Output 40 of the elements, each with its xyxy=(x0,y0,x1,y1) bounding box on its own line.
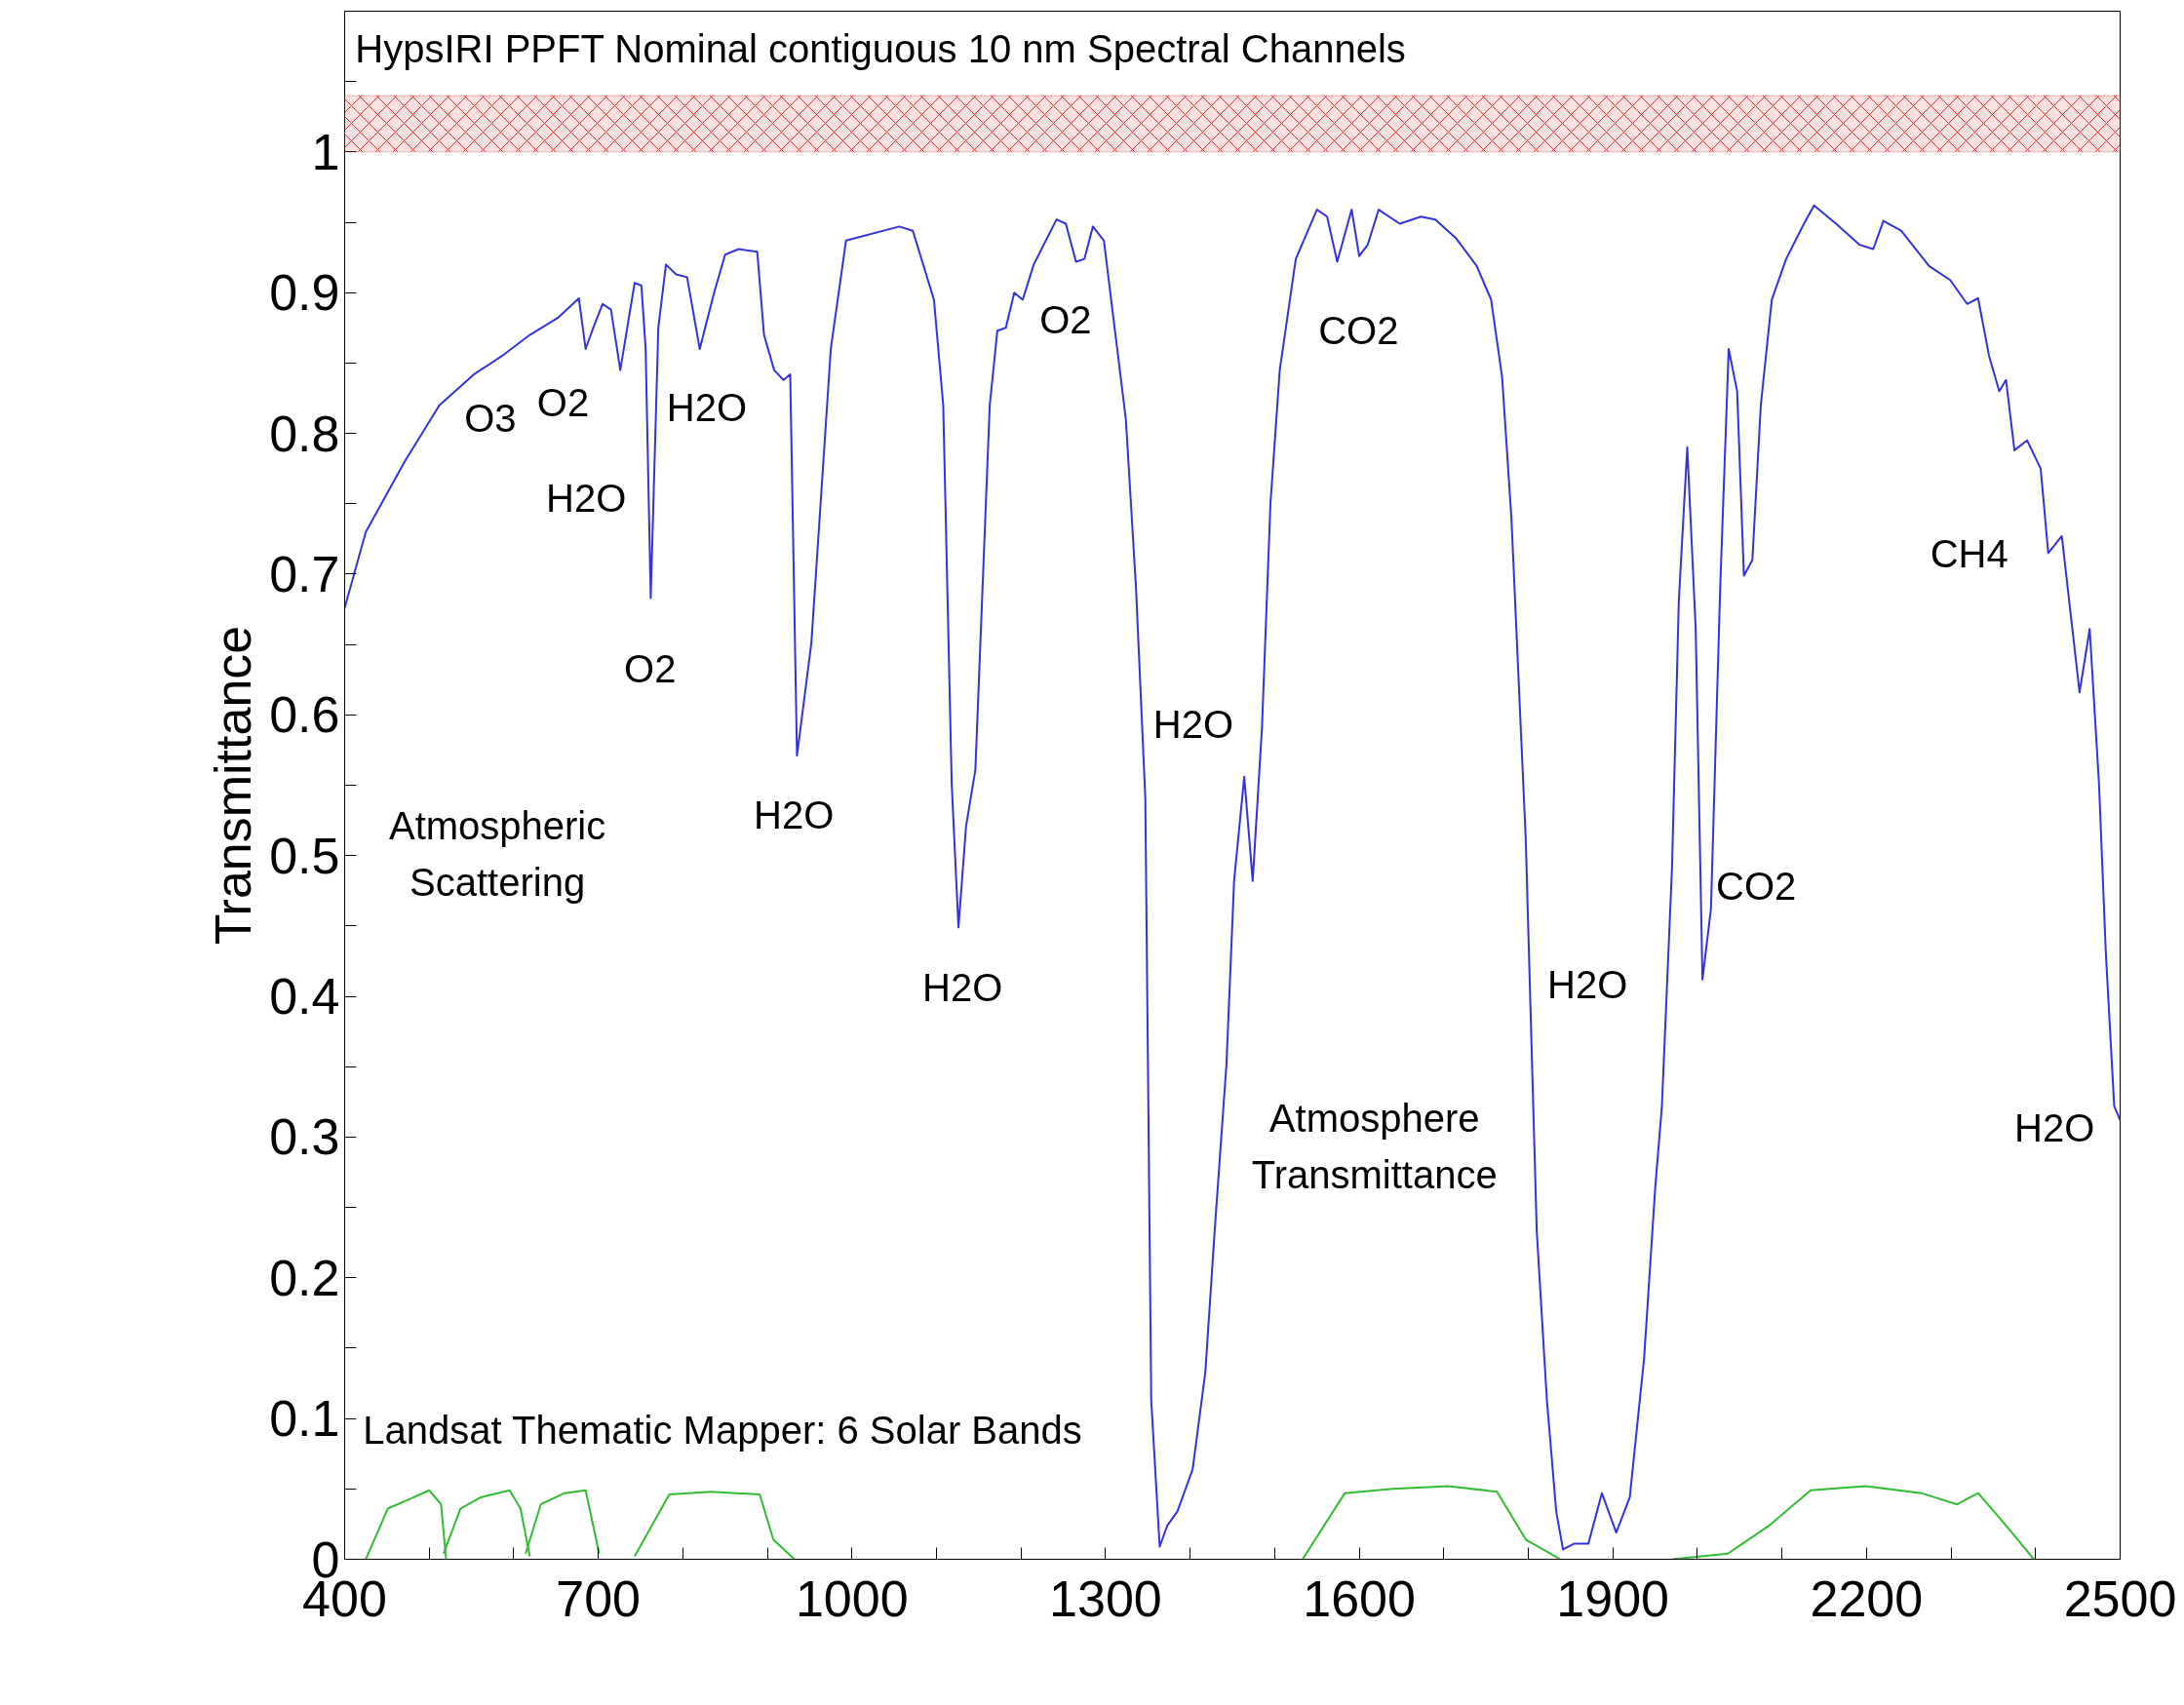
annotation: H2O xyxy=(1547,963,1628,1007)
line-series xyxy=(344,204,2121,1551)
x-tick-label: 1600 xyxy=(1303,1569,1416,1627)
annotation: O3 xyxy=(464,396,517,440)
annotation: HypsIRI PPFT Nominal contiguous 10 nm Spectral Channels xyxy=(355,26,1406,70)
y-tick-label: 0.5 xyxy=(269,827,340,884)
annotation: O2 xyxy=(536,380,590,424)
x-tick-label: 1300 xyxy=(1049,1569,1162,1627)
annotation: H2O xyxy=(2014,1106,2095,1150)
annotation: O2 xyxy=(1039,297,1092,341)
x-tick-label: 1000 xyxy=(795,1569,909,1627)
annotation: H2O xyxy=(666,385,748,429)
annotation: Atmosphere Transmittance xyxy=(1251,1097,1498,1197)
annotation: O2 xyxy=(624,647,677,691)
y-tick-label: 1 xyxy=(311,123,340,180)
y-tick-label: 0.7 xyxy=(269,545,340,602)
y-tick-label: 0.3 xyxy=(269,1108,340,1166)
annotation: H2O xyxy=(546,476,627,520)
annotation: H2O xyxy=(922,966,1003,1010)
line-series xyxy=(1670,1485,2036,1560)
annotation: CO2 xyxy=(1716,865,1797,909)
y-tick-label: 0.4 xyxy=(269,968,340,1026)
x-tick-label: 1900 xyxy=(1556,1569,1670,1627)
annotation: H2O xyxy=(754,794,835,837)
annotation: Landsat Thematic Mapper: 6 Solar Bands xyxy=(363,1408,1082,1452)
annotation: CO2 xyxy=(1318,308,1399,352)
y-tick-label: 0.1 xyxy=(269,1390,340,1448)
x-tick-label: 700 xyxy=(556,1569,642,1627)
y-tick-label: 0.9 xyxy=(269,264,340,322)
line-series xyxy=(633,1491,796,1560)
y-tick-label: 0.6 xyxy=(269,686,340,744)
x-tick-label: 2200 xyxy=(1810,1569,1924,1627)
y-tick-label: 0.8 xyxy=(269,405,340,462)
annotation: H2O xyxy=(1152,703,1234,747)
x-tick-label: 2500 xyxy=(2063,1569,2177,1627)
y-axis-title: Transmittance xyxy=(205,625,262,946)
line-series xyxy=(1301,1485,1562,1560)
annotation: CH4 xyxy=(1930,531,2008,575)
annotation: Atmospheric Scattering xyxy=(388,803,606,904)
y-tick-label: 0.2 xyxy=(269,1249,340,1306)
